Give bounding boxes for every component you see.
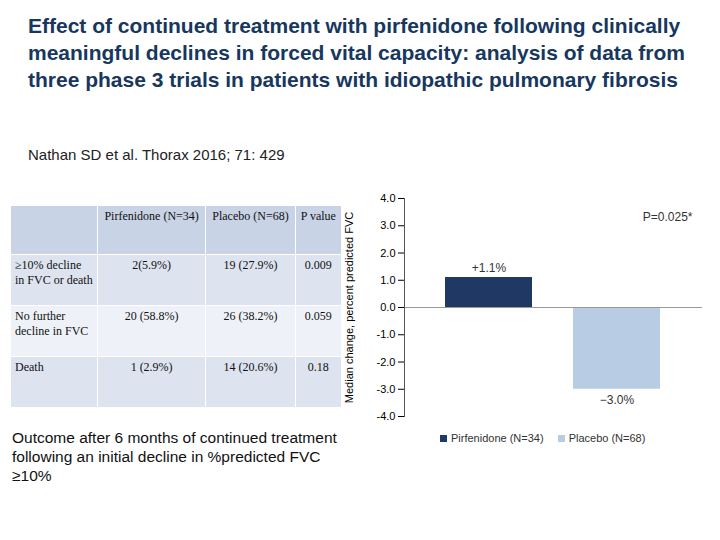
html-text:26 (38.2%): 26 (38.2%) [223,309,278,323]
svg-text:-4.0: -4.0 [377,410,396,422]
html-text:1 (2.9%): 1 (2.9%) [130,360,173,374]
html-text:0.009: 0.009 [304,258,332,272]
svg-text:P=0.025*: P=0.025* [643,210,693,224]
html-text:20 (58.8%): 20 (58.8%) [124,309,179,323]
html-text:0.18: 0.18 [307,360,329,374]
html-text:Nathan SD et al. Thorax 2016;: Nathan SD et al. Thorax 2016; 71: 429 [28,146,285,163]
html-text:≥10% decline in FVC or death: ≥10% decline in FVC or death [15,258,93,287]
svg-text:−3.0%: −3.0% [600,393,635,407]
html-text:Placebo (N=68): Placebo (N=68) [568,432,646,444]
html-text:No further decline in FVC: No further decline in FVC [15,309,89,338]
html-text:Outcome after 6 months of cont: Outcome after 6 months of continued trea… [12,429,337,484]
html-text:2(5.9%): 2(5.9%) [132,258,172,272]
html-text:Placebo (N=68): Placebo (N=68) [212,209,289,223]
svg-text:Median change, percent predict: Median change, percent predicted FVC [343,212,355,403]
html-text:Pirfenidone (N=34): Pirfenidone (N=34) [451,432,544,444]
html-text:19 (27.9%): 19 (27.9%) [223,258,278,272]
svg-text:3.0: 3.0 [380,219,395,231]
html-text:14 (20.6%): 14 (20.6%) [223,360,278,374]
svg-text:-3.0: -3.0 [377,383,396,395]
svg-text:0.0: 0.0 [380,301,395,313]
svg-text:-1.0: -1.0 [377,328,396,340]
svg-text:-2.0: -2.0 [377,356,396,368]
svg-text:+1.1%: +1.1% [472,261,507,275]
html-text:0.059: 0.059 [304,309,332,323]
html-text:Pirfenidone (N=34): Pirfenidone (N=34) [104,209,199,223]
html-text:P value: P value [300,209,336,223]
svg-text:1.0: 1.0 [380,274,395,286]
svg-text:2.0: 2.0 [380,247,395,259]
html-text:Death: Death [15,360,44,374]
svg-text:4.0: 4.0 [380,192,395,204]
html-text:Effect of continued treatment: Effect of continued treatment with pirfe… [28,14,685,91]
